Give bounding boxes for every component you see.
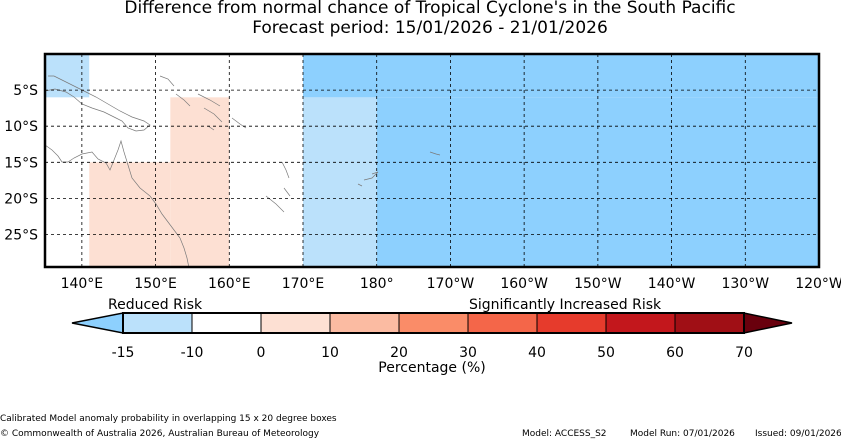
coastlines [44, 75, 441, 269]
probability-box-5 [303, 54, 819, 98]
colorbar-tick-label: 50 [597, 345, 615, 361]
lon-tick-label: 140°E [61, 276, 104, 292]
lon-tick-label: 150°W [574, 276, 622, 292]
probability-box-3 [170, 97, 230, 267]
australia-coast [44, 139, 190, 269]
colorbar-segment [329, 312, 400, 334]
probability-box-2 [89, 162, 171, 267]
lat-tick-label: 10°S [4, 119, 38, 135]
copyright-note: © Commonwealth of Australia 2026, Austra… [0, 429, 320, 439]
colorbar: Reduced Risk Significantly Increased Risk… [71, 297, 793, 376]
colorbar-segment [122, 312, 193, 334]
model-name: Model: ACCESS_S2 [522, 429, 607, 439]
increased-risk-label: Significantly Increased Risk [469, 297, 662, 313]
model-run-date: Model Run: 07/01/2026 [630, 429, 735, 439]
lat-tick-label: 20°S [4, 191, 38, 207]
fiji-coast [357, 171, 379, 187]
colorbar-segment [605, 312, 676, 334]
map-gridlines [45, 54, 819, 267]
longitude-labels: 140°E 150°E 160°E 170°E 180° 170°W 160°W 150°W 1… [61, 276, 841, 292]
colorbar-axis-label: Percentage (%) [378, 360, 485, 376]
lon-tick-label: 150°E [134, 276, 177, 292]
lat-tick-label: 15°S [4, 155, 38, 171]
lon-tick-label: 160°W [500, 276, 548, 292]
latitude-labels: 5°S 10°S 15°S 20°S 25°S [4, 83, 38, 243]
lat-tick-label: 5°S [13, 83, 38, 99]
samoa-coast [429, 151, 441, 156]
colorbar-tick-label: 40 [528, 345, 546, 361]
colorbar-segment [467, 312, 538, 334]
colorbar-segment [674, 312, 745, 334]
colorbar-tick-label: -15 [112, 345, 135, 361]
lat-tick-label: 25°S [4, 228, 38, 244]
lon-tick-label: 170°E [282, 276, 325, 292]
colorbar-outline [122, 312, 745, 334]
lon-tick-label: 180° [360, 276, 394, 292]
forecast-period: Forecast period: 15/01/2026 - 21/01/2026 [252, 18, 608, 38]
probability-box-4 [303, 97, 377, 267]
png-islands-coast [159, 75, 247, 131]
lon-tick-label: 130°W [721, 276, 769, 292]
colorbar-over-arrow [743, 312, 793, 334]
lon-tick-label: 120°W [795, 276, 841, 292]
colorbar-tick-label: 60 [666, 345, 684, 361]
reduced-risk-label: Reduced Risk [108, 297, 203, 313]
colorbar-tick-label: 0 [257, 345, 266, 361]
lon-tick-label: 140°W [648, 276, 696, 292]
issued-date: Issued: 09/01/2026 [755, 429, 841, 439]
colorbar-segment [398, 312, 469, 334]
colorbar-tick-label: 20 [390, 345, 408, 361]
lon-tick-label: 170°W [427, 276, 475, 292]
colorbar-tick-label: 10 [321, 345, 339, 361]
vanuatu-coast [281, 161, 291, 197]
method-note: Calibrated Model anomaly probability in … [0, 414, 337, 424]
colorbar-segment [536, 312, 607, 334]
map-frame [43, 52, 821, 269]
colorbar-tick-label: 70 [735, 345, 753, 361]
new-guinea-coast [44, 75, 151, 132]
colorbar-under-arrow [71, 312, 124, 334]
lon-tick-label: 160°E [208, 276, 251, 292]
colorbar-tick-label: -10 [181, 345, 204, 361]
probability-boxes [45, 54, 819, 267]
colorbar-segment [260, 312, 331, 334]
colorbar-segment [191, 312, 262, 334]
colorbar-tick-label: 30 [459, 345, 477, 361]
map-title: Difference from normal chance of Tropica… [124, 0, 736, 18]
